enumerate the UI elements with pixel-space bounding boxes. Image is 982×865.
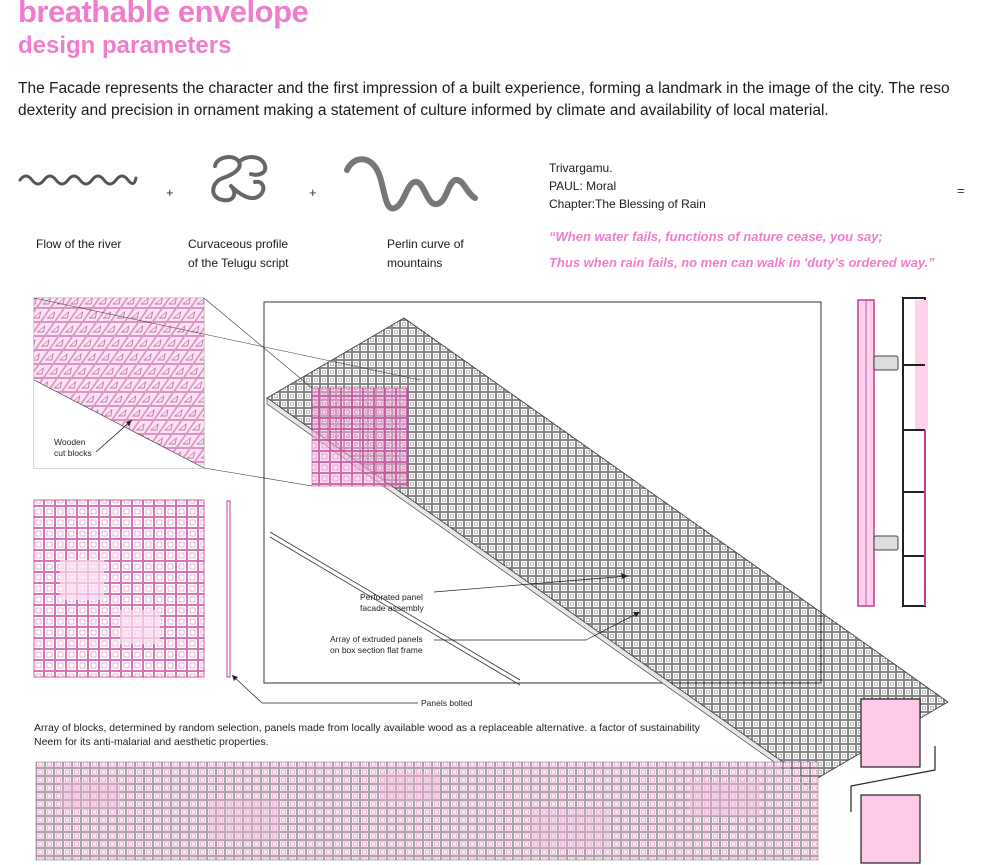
river-wave-sketch <box>18 174 138 186</box>
plus-sign-2: + <box>309 185 317 200</box>
page-title: breathable envelope <box>18 0 309 29</box>
wooden-blocks-detail <box>33 297 421 487</box>
reference-block: Trivargamu. PAUL: Moral Chapter:The Bles… <box>549 159 706 213</box>
rain-quote: “When water fails, functions of nature c… <box>549 224 935 276</box>
intro-line-2: dexterity and precision in ornament maki… <box>18 102 829 119</box>
panel-side-section <box>226 500 418 704</box>
assembly-leaders <box>433 573 641 641</box>
mountain-curve-sketch <box>344 156 478 212</box>
equals-sign: = <box>957 183 965 198</box>
isometric-facade-panel <box>266 317 949 789</box>
mountain-caption-line-1: Perlin curve of <box>387 237 464 251</box>
array-label-line-2: on box section flat frame <box>330 645 423 655</box>
script-caption-line-1: Curvaceous profile <box>188 237 289 251</box>
wooden-label-line-1: Wooden <box>54 437 86 447</box>
panels-bolted-label: Panels bolted <box>421 698 473 708</box>
extruded-panels-label: Array of extruded panels on box section … <box>330 634 423 656</box>
panel-elevation-grid <box>33 499 205 678</box>
box-section-frame <box>269 531 521 686</box>
array-label-line-1: Array of extruded panels <box>330 634 423 644</box>
facade-drawing <box>33 297 949 864</box>
notes-block: Array of blocks, determined by random se… <box>34 721 700 749</box>
perforated-label-line-1: Perforated panel <box>360 592 423 602</box>
vertical-wall-section <box>857 297 928 607</box>
perforated-panel-label: Perforated panel facade assembly <box>360 592 424 614</box>
page-subtitle: design parameters <box>18 32 232 59</box>
wooden-label-line-2: cut blocks <box>54 448 92 458</box>
script-caption: Curvaceous profile of the Telugu script <box>188 235 289 273</box>
quote-line-1: “When water fails, functions of nature c… <box>549 229 883 244</box>
river-caption: Flow of the river <box>36 237 122 251</box>
mountain-caption: Perlin curve of mountains <box>387 235 464 273</box>
intro-line-1: The Facade represents the character and … <box>18 80 950 97</box>
perforated-label-line-2: facade assembly <box>360 603 424 613</box>
script-caption-line-2: of the Telugu script <box>188 256 289 270</box>
notes-line-1: Array of blocks, determined by random se… <box>34 722 700 734</box>
mountain-caption-line-2: mountains <box>387 256 443 270</box>
reference-line-3: Chapter:The Blessing of Rain <box>549 197 706 211</box>
plus-sign-1: + <box>166 185 174 200</box>
panel-joint-detail <box>850 698 936 864</box>
telugu-script-sketch <box>211 155 268 203</box>
wooden-blocks-label: Wooden cut blocks <box>54 437 92 459</box>
reference-line-2: PAUL: Moral <box>549 179 617 193</box>
notes-line-2: Neem for its anti-malarial and aesthetic… <box>34 736 269 748</box>
assembly-frame <box>263 301 822 684</box>
quote-line-2: Thus when rain fails, no men can walk in… <box>549 255 935 270</box>
reference-line-1: Trivargamu. <box>549 161 613 175</box>
intro-paragraph: The Facade represents the character and … <box>18 78 982 122</box>
facade-elevation-strip <box>35 761 819 861</box>
